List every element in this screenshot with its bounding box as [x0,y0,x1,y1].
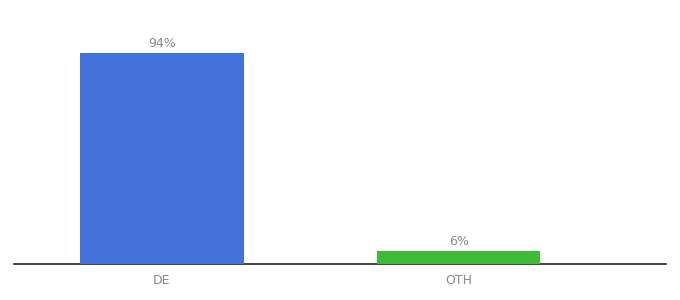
Bar [377,250,541,264]
Text: 94%: 94% [148,37,176,50]
Bar [80,52,243,264]
Text: 6%: 6% [449,235,469,248]
